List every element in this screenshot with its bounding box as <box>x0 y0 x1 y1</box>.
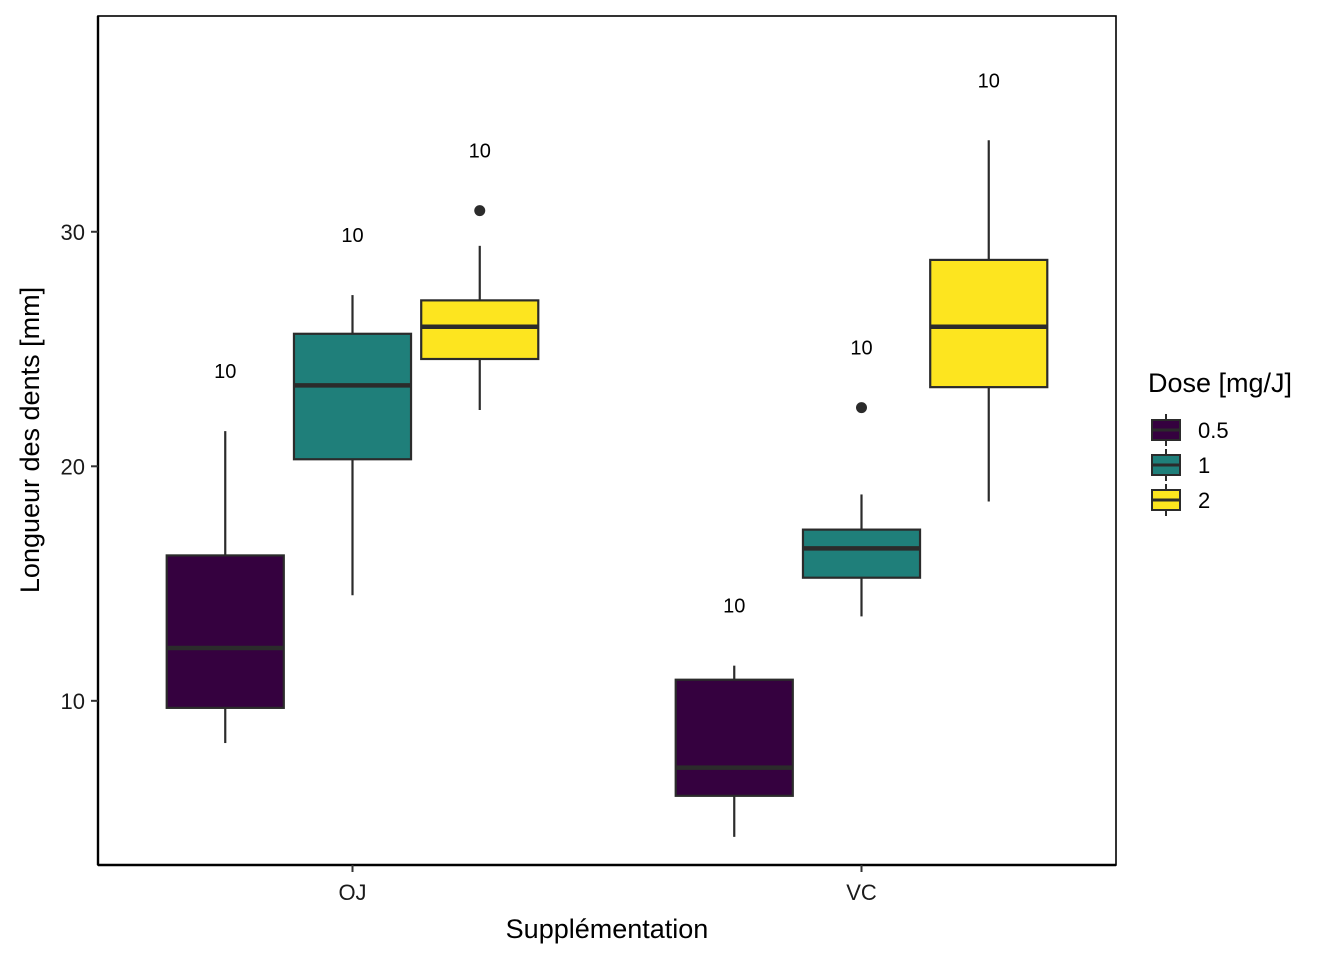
count-label-dose-1-vc: 10 <box>850 338 872 360</box>
count-label-dose-0-5-oj: 10 <box>214 361 236 383</box>
outlier-dose-2-oj <box>474 205 486 217</box>
axes: 10 20 30 OJ VC <box>61 16 1116 905</box>
legend-label-0-5: 0.5 <box>1198 418 1229 443</box>
box-dose-1-vc <box>801 528 922 579</box>
legend: Dose [mg/J] 0.5 1 2 <box>1148 368 1292 516</box>
x-tick-label-vc: VC <box>846 880 877 905</box>
box-dose-0-5-oj <box>165 554 285 709</box>
x-tick-label-oj: OJ <box>338 880 366 905</box>
box-dose-2-vc <box>929 258 1049 389</box>
legend-label-1: 1 <box>1198 453 1210 478</box>
count-label-dose-0-5-vc: 10 <box>723 596 745 618</box>
panel-frame <box>97 15 1117 866</box>
y-tick-label-10: 10 <box>61 689 85 714</box>
count-label-dose-2-oj: 10 <box>469 141 491 163</box>
outlier-dose-1-vc <box>856 402 867 414</box>
box-dose-1-oj <box>292 332 413 461</box>
y-axis-title: Longueur des dents [mm] <box>15 287 45 593</box>
legend-title: Dose [mg/J] <box>1148 368 1292 398</box>
count-label-dose-2-vc: 10 <box>978 70 1000 92</box>
x-axis-title: Supplémentation <box>506 914 709 944</box>
box-dose-2-oj <box>420 299 540 361</box>
y-tick-label-20: 20 <box>61 454 85 479</box>
y-tick-label-30: 30 <box>61 220 85 245</box>
plot-marks: 10 10 10 10 10 10 <box>165 70 1049 837</box>
box-dose-0-5-vc <box>674 678 794 797</box>
legend-label-2: 2 <box>1198 488 1210 513</box>
count-label-dose-1-oj: 10 <box>341 225 363 247</box>
